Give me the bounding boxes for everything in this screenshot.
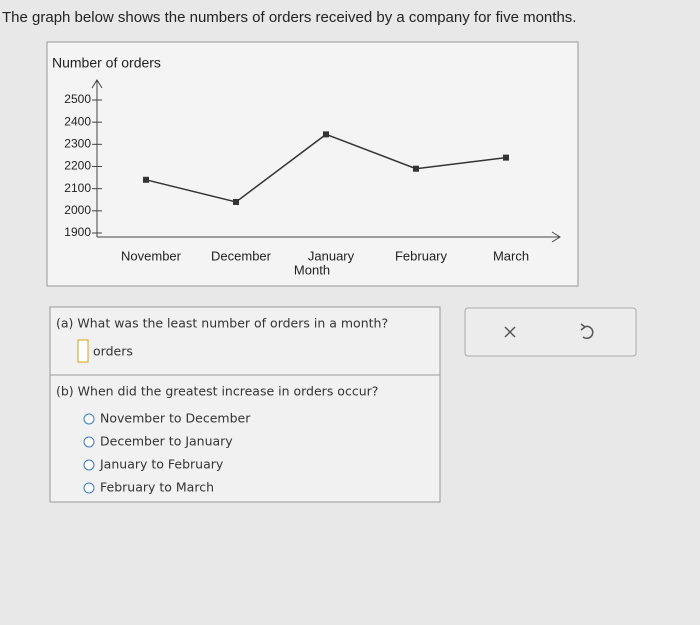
- clear-button[interactable]: [504, 326, 516, 338]
- radio-button[interactable]: [83, 459, 95, 471]
- y-tick-label: 2200: [64, 159, 91, 173]
- y-tick-label: 1900: [64, 225, 91, 239]
- y-tick-label: 2300: [64, 137, 91, 151]
- x-tick-label: February: [395, 248, 448, 263]
- undo-button[interactable]: [580, 323, 594, 340]
- point: [503, 154, 509, 161]
- button-bar: [464, 307, 637, 357]
- y-tick-label: 2500: [64, 92, 91, 106]
- option-label[interactable]: December to January: [100, 434, 233, 449]
- point: [233, 198, 239, 205]
- unit-label: orders: [93, 344, 133, 359]
- x-tick-label: November: [121, 248, 182, 263]
- option-label[interactable]: January to February: [99, 457, 224, 472]
- part-a-question: (a) What was the least number of orders …: [56, 316, 388, 331]
- part-a-panel: [49, 306, 441, 376]
- prompt: The graph below shows the numbers of ord…: [2, 9, 576, 26]
- x-tick-label: December: [211, 248, 272, 263]
- chart-frame: [46, 41, 579, 287]
- part-b-question: (b) When did the greatest increase in or…: [56, 384, 378, 399]
- point: [413, 165, 419, 172]
- option-label[interactable]: November to December: [100, 411, 251, 426]
- point: [143, 176, 149, 183]
- x-tick-label: January: [308, 248, 355, 263]
- radio-button[interactable]: [83, 482, 95, 494]
- x-axis-arrow: [551, 231, 561, 243]
- part-b-panel: [49, 374, 441, 503]
- radio-button[interactable]: [83, 413, 95, 425]
- answer-input[interactable]: [77, 339, 89, 363]
- option-label[interactable]: February to March: [100, 480, 214, 495]
- y-tick-label: 2100: [64, 181, 91, 195]
- point: [323, 131, 329, 138]
- x-tick-label: March: [493, 248, 529, 263]
- x-axis-label: Month: [294, 262, 330, 277]
- radio-button[interactable]: [83, 436, 95, 448]
- y-axis-arrow: [91, 79, 103, 89]
- y-tick-label: 2000: [64, 203, 91, 217]
- y-axis-label: Number of orders: [52, 55, 161, 71]
- y-tick-label: 2400: [64, 114, 91, 128]
